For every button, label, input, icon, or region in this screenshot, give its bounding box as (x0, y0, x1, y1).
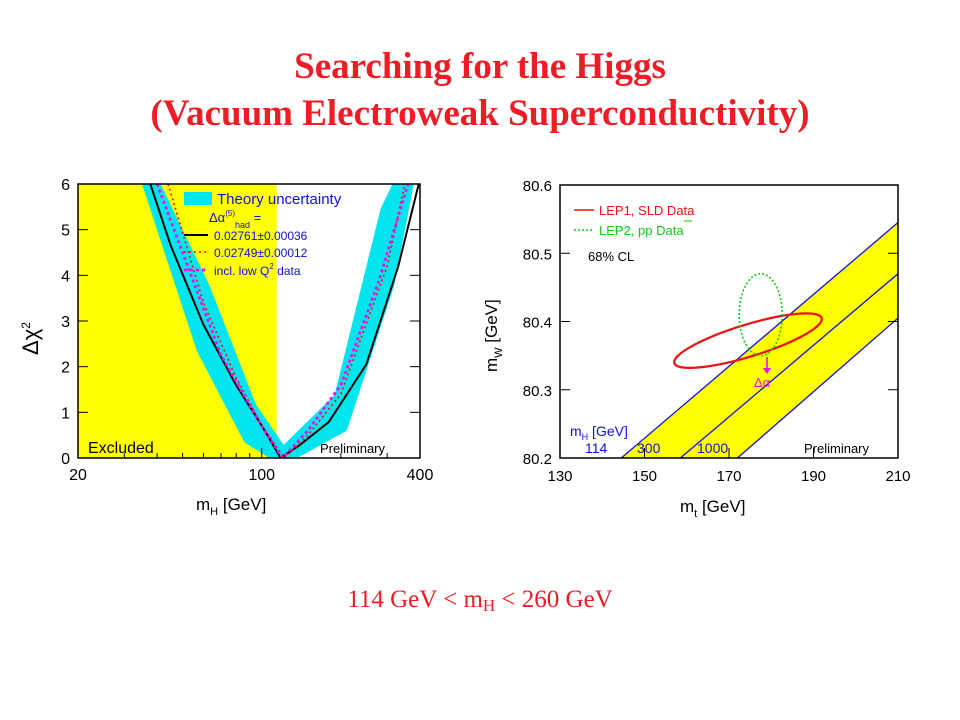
mh-1000-line (737, 317, 898, 458)
mh-value-114: 114 (585, 440, 608, 456)
y-tick-label: 1 (61, 405, 70, 422)
preliminary-label: Preliminary (320, 441, 386, 456)
x-tick-label: 170 (716, 468, 741, 485)
alpha-alt-curve (167, 184, 406, 458)
plot-area (142, 184, 420, 458)
mass-range-right: < 260 GeV (495, 586, 613, 613)
y-tick-label: 2 (61, 360, 70, 377)
y-tick-label: 80.6 (523, 178, 552, 195)
mass-range-sub: H (482, 596, 496, 615)
mh-300-line (679, 273, 898, 458)
lep1-legend-label: LEP1, SLD Data (599, 203, 695, 218)
central-fit-curve (149, 184, 420, 458)
y-tick-label: 80.4 (523, 315, 552, 332)
higgs-mass-range: 114 GeV < mH < 260 GeV (0, 586, 960, 616)
lep2-legend-label: LEP2, pp Data (599, 223, 684, 238)
mh-value-1000: 1000 (697, 440, 728, 456)
low-q2-curve (155, 184, 410, 458)
delta-alpha-arrowhead (763, 368, 771, 374)
theory-legend-swatch (184, 192, 212, 205)
x-tick-label: 210 (885, 468, 910, 485)
x-tick-label: 150 (632, 468, 657, 485)
y-tick-label: 5 (61, 223, 70, 240)
central-fit-legend-label: 0.02761±0.00036 (214, 229, 308, 243)
x-axis-label: mt [GeV] (680, 497, 745, 520)
y-axis-label: mW [GeV] (482, 299, 505, 372)
y-tick-label: 80.5 (523, 246, 552, 263)
preliminary-label: Preliminary (804, 441, 870, 456)
y-axis-label: Δχ2 (18, 322, 43, 355)
slide-subtitle: (Vacuum Electroweak Superconductivity) (150, 93, 810, 134)
excluded-label: Excluded (88, 440, 154, 457)
low-q2-legend-label: incl. low Q2 data (214, 262, 301, 278)
alpha-legend-header: Δα(5)had = (209, 209, 261, 230)
delta-alpha-label: Δα (754, 375, 771, 390)
theory-legend-label: Theory uncertainty (217, 191, 342, 208)
y-tick-label: 6 (61, 177, 70, 194)
mh-label: mH [GeV] (570, 423, 628, 442)
x-tick-label: 130 (547, 468, 572, 485)
x-tick-label: 190 (801, 468, 826, 485)
plot-area (620, 222, 898, 458)
y-tick-label: 4 (61, 268, 70, 285)
cl-label: 68% CL (588, 249, 634, 264)
lep2-ellipse (738, 272, 784, 357)
mh-114-line (620, 222, 898, 458)
x-tick-label: 20 (69, 467, 87, 484)
y-tick-label: 80.3 (523, 383, 552, 400)
lep1-sld-ellipse (673, 312, 823, 369)
alpha-alt-legend-label: 0.02749±0.00012 (214, 246, 308, 260)
y-tick-label: 80.2 (523, 451, 552, 468)
slide-title: Searching for the Higgs (294, 46, 666, 87)
y-tick-label: 3 (61, 314, 70, 331)
y-tick-label: 0 (61, 451, 70, 468)
x-tick-label: 100 (248, 467, 275, 484)
x-tick-label: 400 (407, 467, 434, 484)
mh-value-300: 300 (637, 440, 661, 456)
x-axis-label: mH [GeV] (196, 495, 266, 518)
mass-range-left: 114 GeV < m (347, 586, 483, 613)
